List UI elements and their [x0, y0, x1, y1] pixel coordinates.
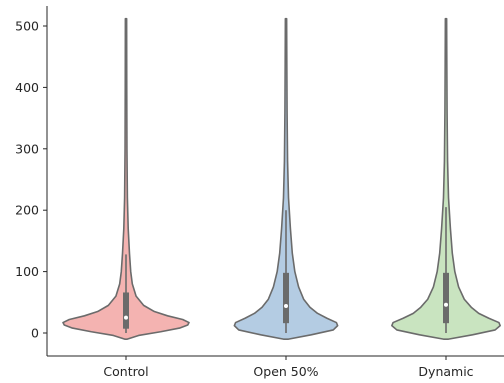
median-marker-dynamic: [444, 302, 448, 307]
y-tick-label: 400: [15, 80, 39, 95]
violins-layer: [62, 17, 501, 340]
iqr-box-open-50: [283, 272, 289, 324]
y-tick-label: 200: [15, 203, 39, 218]
y-tick-label: 300: [15, 141, 39, 156]
violin-dynamic: [391, 17, 501, 340]
x-tick-label-dynamic: Dynamic: [418, 364, 473, 379]
violin-body-open-50: [233, 17, 339, 340]
median-marker-open-50: [284, 303, 288, 308]
violin-body-dynamic: [391, 17, 501, 340]
y-tick-label: 100: [15, 264, 39, 279]
iqr-box-dynamic: [443, 272, 449, 324]
violin-control: [62, 17, 190, 340]
y-tick-label: 0: [31, 326, 39, 341]
x-tick-label-control: Control: [103, 364, 148, 379]
y-tick-label: 500: [15, 19, 39, 34]
iqr-box-control: [123, 292, 129, 329]
axes-layer: 0 100 200 300 400 500 Control Open 50% Dynamic: [15, 6, 504, 379]
median-marker-control: [124, 315, 128, 320]
violin-body-control: [62, 17, 190, 340]
violin-open-50: [233, 17, 339, 340]
x-tick-label-open-50: Open 50%: [253, 364, 318, 379]
